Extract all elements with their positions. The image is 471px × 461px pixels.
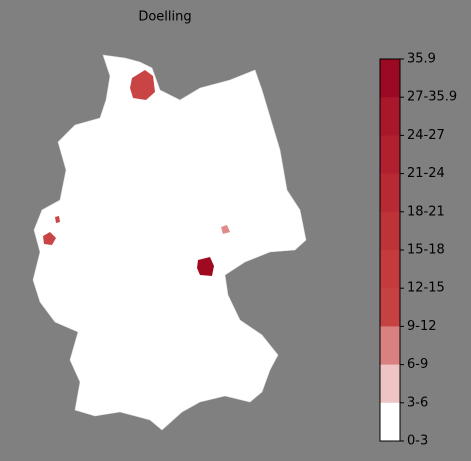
colorbar-label: 6-9 xyxy=(407,357,428,372)
region-thuringia xyxy=(197,257,214,276)
colorbar-label: 0-3 xyxy=(407,434,428,449)
colorbar-segment xyxy=(380,97,400,136)
region-east xyxy=(221,225,230,234)
colorbar-label: 18-21 xyxy=(407,204,445,219)
colorbar-segment xyxy=(380,288,400,327)
colorbar-segment xyxy=(380,364,400,404)
colorbar-segment xyxy=(380,402,400,442)
colorbar-label: 9-12 xyxy=(407,319,437,334)
colorbar-label: 15-18 xyxy=(407,243,445,258)
map-title: Doelling xyxy=(138,10,191,25)
colorbar-label: 21-24 xyxy=(407,166,445,181)
colorbar-label: 24-27 xyxy=(407,128,445,143)
colorbar-segment xyxy=(380,211,400,251)
colorbar-segment xyxy=(380,326,400,366)
colorbar-label: 12-15 xyxy=(407,281,445,296)
region-west xyxy=(43,232,56,245)
colorbar-segment xyxy=(380,173,400,213)
colorbar-label: 3-6 xyxy=(407,395,428,410)
colorbar-segment xyxy=(380,250,400,289)
colorbar-label: 27-35.9 xyxy=(407,90,457,105)
colorbar-segment xyxy=(380,135,400,175)
colorbar-segment xyxy=(380,59,400,98)
colorbar-label: 35.9 xyxy=(407,52,436,67)
region-west-small xyxy=(55,216,60,223)
germany-outline xyxy=(32,54,307,431)
region-kiel xyxy=(130,70,155,100)
colorbar: 35.9 27-35.9 24-27 21-24 18-21 15-18 12-15 9-12… xyxy=(379,52,457,449)
